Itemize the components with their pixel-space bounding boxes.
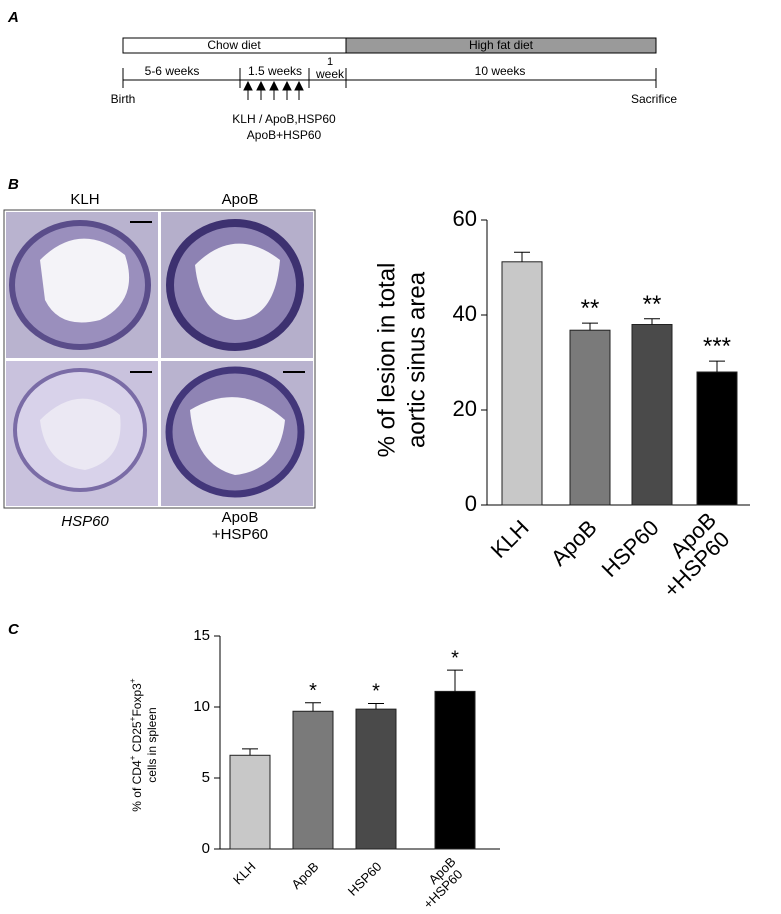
y-axis-label-part: cells in spleen xyxy=(145,707,159,782)
image-label: HSP60 xyxy=(61,513,109,530)
period: 5-6 weeks xyxy=(145,64,200,78)
y-axis-label-part: + xyxy=(127,716,137,721)
significance: * xyxy=(309,680,317,702)
y-axis-label: cells in spleen xyxy=(145,707,159,782)
period: week xyxy=(315,67,345,81)
error-bar xyxy=(709,360,725,372)
y-tick-label: 15 xyxy=(193,627,210,644)
significance: * xyxy=(372,681,380,703)
y-axis-label-part: + xyxy=(127,755,137,760)
immunization: ApoB+HSP60 xyxy=(247,128,322,142)
error-bar xyxy=(368,702,384,710)
image-label: ApoB xyxy=(222,191,259,208)
bar xyxy=(434,690,476,850)
immunization: KLH / ApoB,HSP60 xyxy=(232,112,336,126)
timeline xyxy=(122,68,657,88)
bar xyxy=(631,324,673,506)
x-tick-label: KLH xyxy=(230,859,258,887)
bar xyxy=(696,371,738,506)
y-tick-label: 5 xyxy=(202,769,210,786)
y-tick-label: 0 xyxy=(465,491,477,516)
significance: ** xyxy=(581,295,600,322)
panel-label: C xyxy=(8,621,20,638)
y-axis-label-part: CD25 xyxy=(130,721,144,755)
panel-label: A xyxy=(7,9,19,26)
panel-label: B xyxy=(8,176,19,193)
y-axis-label: % of CD4+ CD25+Foxp3+ xyxy=(127,678,144,812)
chow-label: Chow diet xyxy=(207,38,261,52)
x-tick-label: ApoB xyxy=(288,859,321,892)
hfd-bar xyxy=(345,37,657,54)
y-axis-label-part: + xyxy=(127,678,137,683)
bar xyxy=(292,710,334,850)
error-bar xyxy=(447,669,463,692)
image-label: KLH xyxy=(70,191,99,208)
period: 1.5 weeks xyxy=(248,64,302,78)
sacrifice: Sacrifice xyxy=(631,92,677,106)
y-axis-label-part: % of CD4 xyxy=(130,760,144,812)
bar xyxy=(229,754,271,850)
arrows xyxy=(243,80,304,100)
image-label: +HSP60 xyxy=(212,526,268,543)
histology-images xyxy=(3,209,316,509)
y-tick-label: 60 xyxy=(453,206,477,231)
birth: Birth xyxy=(111,92,136,106)
error-bar xyxy=(644,318,660,325)
y-tick-label: 20 xyxy=(453,396,477,421)
y-axis-label-part: Foxp3 xyxy=(130,683,144,717)
y-axis-label: % of lesion in total xyxy=(373,263,400,458)
y-tick-label: 40 xyxy=(453,301,477,326)
y-tick-label: 10 xyxy=(193,698,210,715)
x-tick-label: HSP60 xyxy=(597,515,664,582)
error-bar xyxy=(305,702,321,712)
error-bar xyxy=(514,251,530,262)
error-bar xyxy=(582,322,598,331)
x-tick-label: HSP60 xyxy=(345,859,385,899)
y-tick-label: 0 xyxy=(202,840,210,857)
hfd-label: High fat diet xyxy=(469,38,534,52)
bar xyxy=(569,329,611,506)
x-tick-label: ApoB+HSP60 xyxy=(642,507,737,602)
error-bar xyxy=(242,748,258,756)
significance: *** xyxy=(703,333,731,360)
period: 10 weeks xyxy=(475,64,526,78)
x-tick-label: ApoB xyxy=(546,515,602,571)
image-label: ApoB xyxy=(222,509,259,526)
significance: ** xyxy=(643,291,662,318)
x-tick-label: KLH xyxy=(486,515,534,563)
bar xyxy=(501,261,543,506)
x-tick-label: ApoB+HSP60 xyxy=(411,854,469,912)
significance: * xyxy=(451,647,459,669)
bar xyxy=(355,708,397,850)
y-axis-label: aortic sinus area xyxy=(403,271,430,448)
period: 1 xyxy=(327,56,333,68)
